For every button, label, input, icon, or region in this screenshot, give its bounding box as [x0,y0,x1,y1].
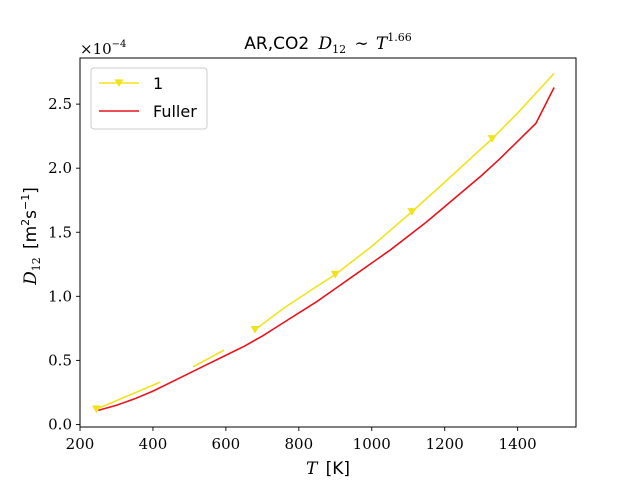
plot-lines [91,72,555,414]
chart-title: AR,CO2 D12 ∼ T1.66 [244,31,411,57]
series-1-marker [91,405,101,414]
x-tick-label: 1200 [426,435,464,453]
y-offset-text: ×10−4 [80,39,126,58]
series-1-marker [407,208,417,216]
y-tick-label: 0.5 [48,351,72,369]
x-axis-label: T [K] [306,459,350,479]
x-tick-label: 1000 [353,435,391,453]
y-tick-label: 2.5 [48,95,72,113]
y-axis-label: D12 [m2s−1] [19,187,44,286]
legend: 1 Fuller [90,67,208,130]
x-tick-label: 200 [66,435,95,453]
axes-frame [79,57,577,428]
legend-marker-series-1 [114,79,124,88]
series-line-1-segment [96,381,161,410]
y-tick-label: 1.0 [48,287,72,305]
y-tick-label: 2.0 [48,159,72,177]
x-tick-label: 1400 [499,435,537,453]
x-tick-label: 400 [139,435,168,453]
y-tick-label: 0.0 [48,415,72,433]
series-line-1-segment [254,72,555,331]
series-line-fuller [98,87,555,412]
y-tick-label: 1.5 [48,223,72,241]
x-tick-label: 800 [285,435,314,453]
series-1-marker [250,326,260,334]
legend-label-fuller: Fuller [153,102,197,121]
series-1-marker [330,270,340,279]
axis-ticks: 200 400 600 800 1000 1200 1400 0.0 0.5 1.0 1.5 2.0 2… [48,95,537,453]
x-tick-label: 600 [212,435,241,453]
legend-label-series-1: 1 [153,74,163,93]
series-1-marker [487,135,497,143]
series-line-1-segment [192,349,225,368]
